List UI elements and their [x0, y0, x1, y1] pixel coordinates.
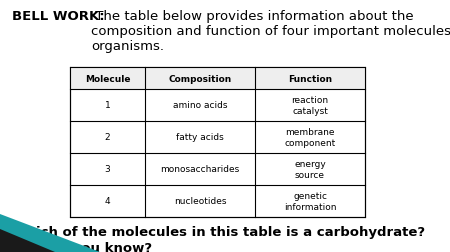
- Text: fatty acids: fatty acids: [176, 133, 224, 142]
- Polygon shape: [0, 229, 55, 252]
- Text: 4: 4: [105, 197, 110, 206]
- Text: monosaccharides: monosaccharides: [160, 165, 239, 174]
- Text: 2: 2: [105, 133, 110, 142]
- Text: membrane
component: membrane component: [284, 128, 336, 147]
- Text: Composition: Composition: [168, 74, 232, 83]
- Text: genetic
information: genetic information: [284, 191, 336, 211]
- Text: BELL WORK:: BELL WORK:: [12, 10, 104, 23]
- Text: Which of the molecules in this table is a carbohydrate?
How do you know?: Which of the molecules in this table is …: [12, 225, 425, 252]
- Text: nucleotides: nucleotides: [174, 197, 226, 206]
- Text: The table below provides information about the
composition and function of four : The table below provides information abo…: [91, 10, 450, 53]
- Text: 1: 1: [104, 101, 110, 110]
- Bar: [70, 68, 365, 217]
- Text: 3: 3: [104, 165, 110, 174]
- Text: energy
source: energy source: [294, 159, 326, 179]
- Text: reaction
catalyst: reaction catalyst: [292, 96, 328, 116]
- Bar: [70, 68, 365, 90]
- Text: Molecule: Molecule: [85, 74, 130, 83]
- Text: amino acids: amino acids: [173, 101, 227, 110]
- Polygon shape: [0, 214, 100, 252]
- Text: Function: Function: [288, 74, 332, 83]
